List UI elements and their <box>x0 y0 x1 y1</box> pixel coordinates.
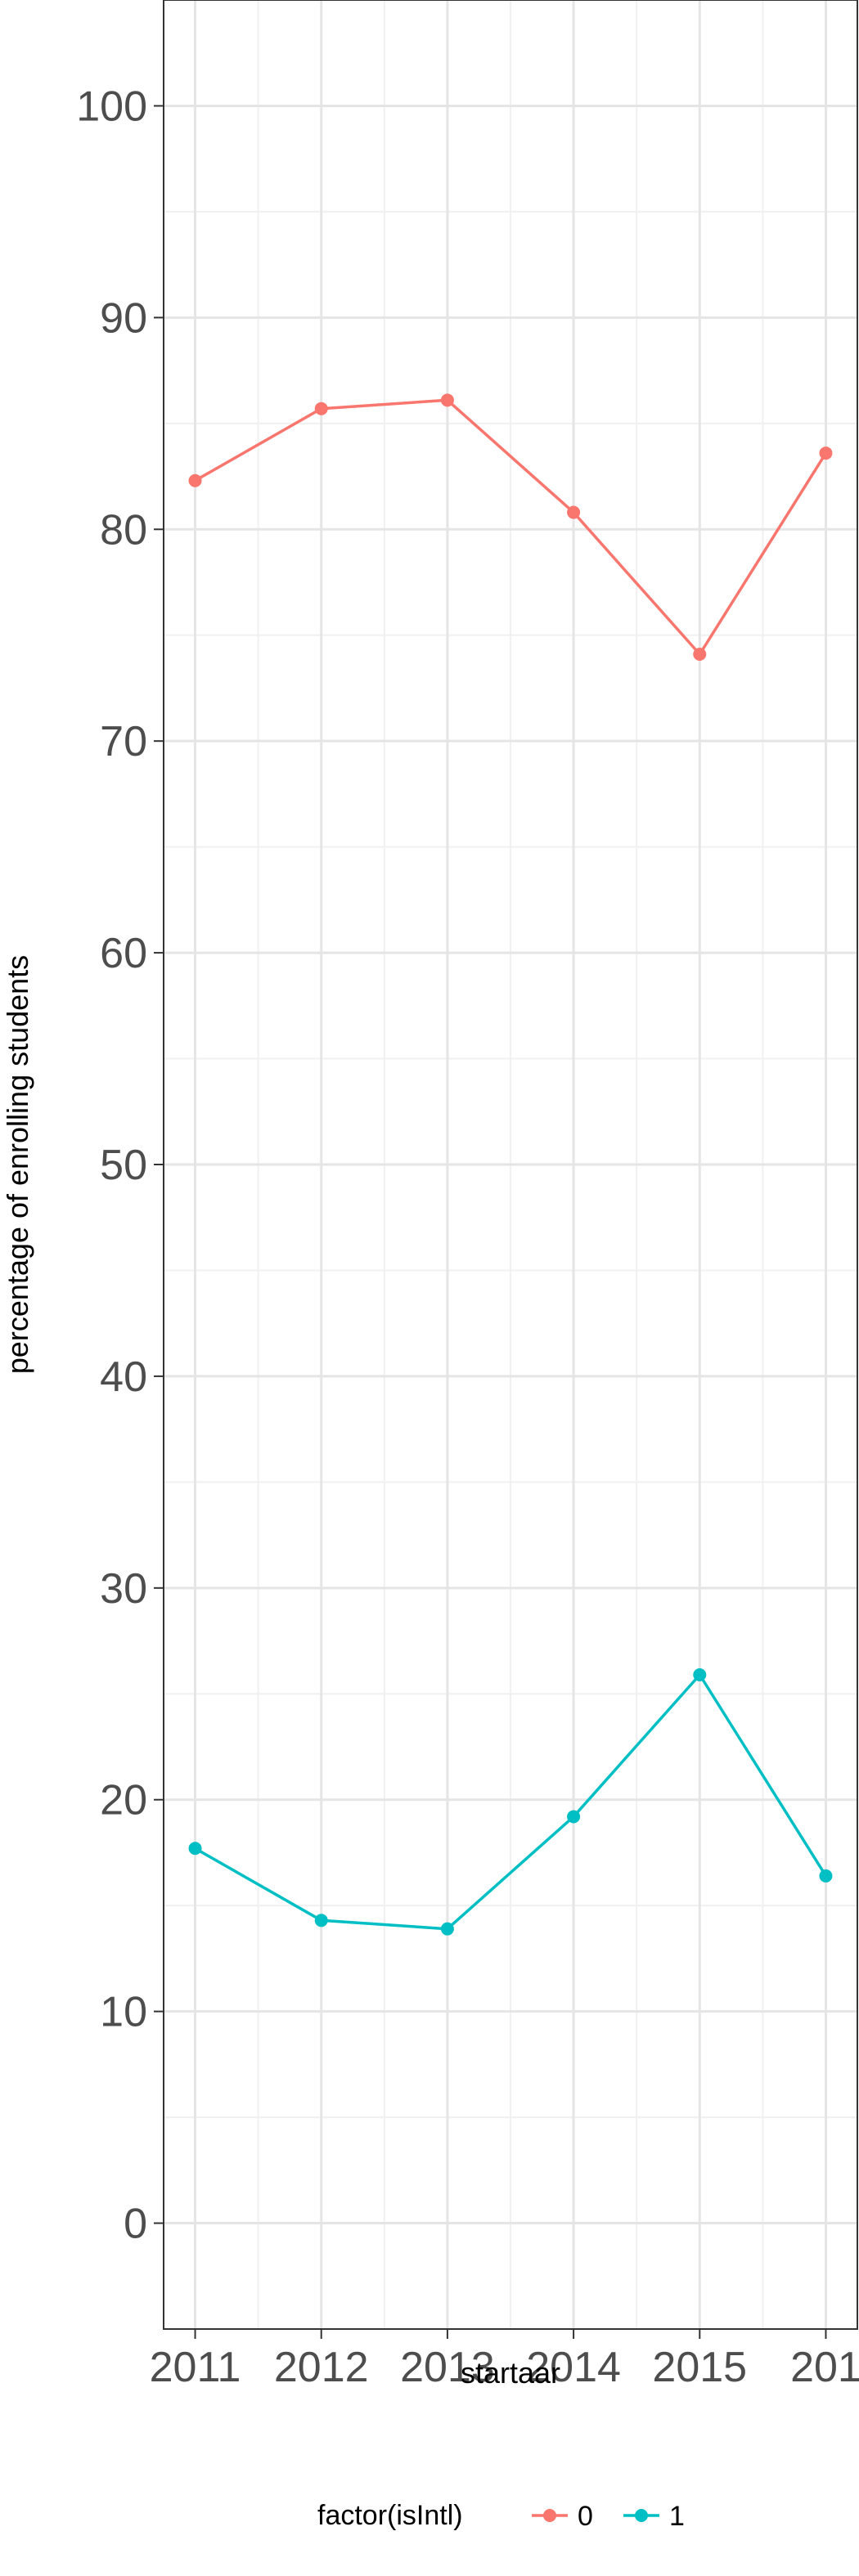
x-tick-label: 2013 <box>400 2344 495 2391</box>
y-tick-label: 60 <box>100 930 147 977</box>
legend-label: 1 <box>669 2501 685 2532</box>
series-line-0 <box>194 398 827 656</box>
y-tick-label: 40 <box>100 1353 147 1401</box>
y-tick-label: 80 <box>100 506 147 554</box>
legend-key-0: 0 <box>532 2501 593 2532</box>
y-tick-label: 100 <box>76 83 147 130</box>
data-point <box>440 1922 454 1936</box>
grid-lines <box>164 0 857 2329</box>
y-tick-label: 70 <box>100 718 147 765</box>
y-axis-title: percentage of enrolling students <box>1 955 34 1374</box>
legend-label: 0 <box>578 2501 593 2532</box>
y-tick-label: 90 <box>100 294 147 342</box>
data-point <box>567 505 581 519</box>
series-line-1 <box>194 1673 827 1931</box>
data-point <box>188 473 202 487</box>
x-tick-label: 2014 <box>526 2344 621 2391</box>
y-tick-label: 20 <box>100 1777 147 1824</box>
series-0 <box>188 393 833 662</box>
series-1 <box>188 1667 833 1936</box>
y-tick-label: 30 <box>100 1565 147 1613</box>
data-point <box>693 1667 707 1681</box>
data-point <box>188 1842 202 1856</box>
x-tick-label: 2012 <box>274 2344 369 2391</box>
data-point <box>567 1810 581 1824</box>
legend-key-1: 1 <box>623 2501 685 2532</box>
data-point <box>693 648 707 662</box>
x-tick-label: 2015 <box>652 2344 747 2391</box>
series-layer <box>188 393 833 1936</box>
legend: factor(isIntl) 0 1 <box>317 2500 685 2532</box>
data-point <box>314 1914 328 1928</box>
legend-title: factor(isIntl) <box>317 2500 463 2531</box>
x-tick-label: 2011 <box>150 2344 241 2391</box>
y-tick-label: 0 <box>124 2201 147 2248</box>
x-axis-title: startaar <box>461 2356 560 2390</box>
x-tick-label: 201 <box>790 2344 859 2391</box>
y-axis: 0 10 20 30 40 50 60 70 80 90 100 <box>76 83 164 2248</box>
legend-key-point <box>635 2509 648 2522</box>
data-point <box>440 393 454 407</box>
x-axis: 2011 2012 2013 2014 2015 201 <box>150 2329 859 2391</box>
data-point <box>314 402 328 415</box>
data-point <box>819 447 833 460</box>
legend-key-point <box>543 2509 556 2522</box>
data-point <box>819 1869 833 1883</box>
y-tick-label: 10 <box>100 1989 147 2036</box>
y-tick-label: 50 <box>100 1142 147 1189</box>
